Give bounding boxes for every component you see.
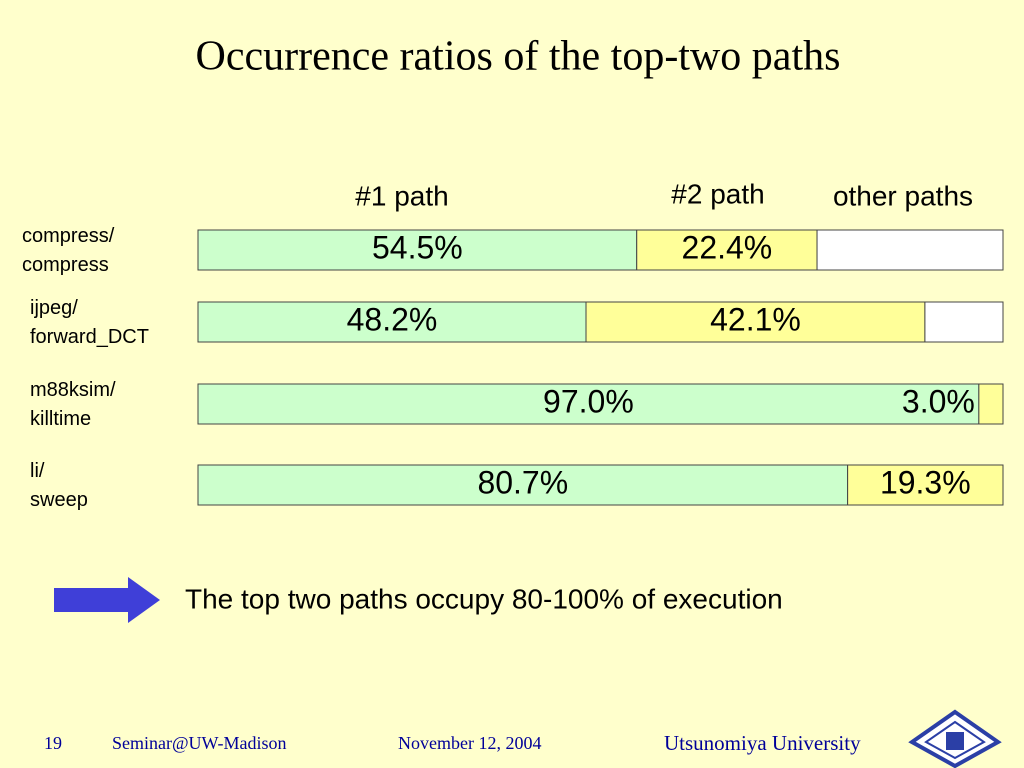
value-label: 97.0% [543, 383, 634, 419]
bar-segment [197, 464, 849, 506]
chart-title: Occurrence ratios of the top-two paths [196, 34, 841, 80]
value-label: 3.0% [902, 383, 975, 419]
bar-segment [978, 383, 1004, 425]
bar-segment [924, 301, 1004, 343]
value-label: 48.2% [347, 301, 438, 337]
bar-segment [847, 464, 1004, 506]
annotation: The top two paths occupy 80-100% of exec… [185, 583, 783, 614]
value-label: 54.5% [372, 229, 463, 265]
value-label: 19.3% [880, 464, 971, 500]
legend-label: other paths [833, 180, 973, 211]
legend-label: #1 path [355, 180, 448, 211]
category-label: compress/ compress [22, 225, 115, 276]
value-label: 80.7% [477, 464, 568, 500]
value-label: 42.1% [710, 301, 801, 337]
footer-event: Seminar@UW-Madison [112, 733, 287, 753]
category-label: m88ksim/ killtime [30, 379, 116, 430]
footer-affiliation: Utsunomiya University [664, 731, 861, 755]
category-label: li/ sweep [30, 460, 88, 511]
bar-segment [585, 301, 926, 343]
legend-label: #2 path [671, 178, 764, 209]
footer-date: November 12, 2004 [398, 733, 541, 753]
bar-segment [197, 383, 980, 425]
bar-segment [816, 229, 1004, 271]
category-label: ijpeg/ forward_DCT [30, 297, 149, 348]
bar-segment [197, 301, 587, 343]
bar-segment [636, 229, 818, 271]
value-label: 22.4% [682, 229, 773, 265]
bar-segment [197, 229, 638, 271]
arrow-icon [54, 577, 160, 623]
logo [908, 709, 1002, 768]
page-number: 19 [44, 733, 62, 753]
